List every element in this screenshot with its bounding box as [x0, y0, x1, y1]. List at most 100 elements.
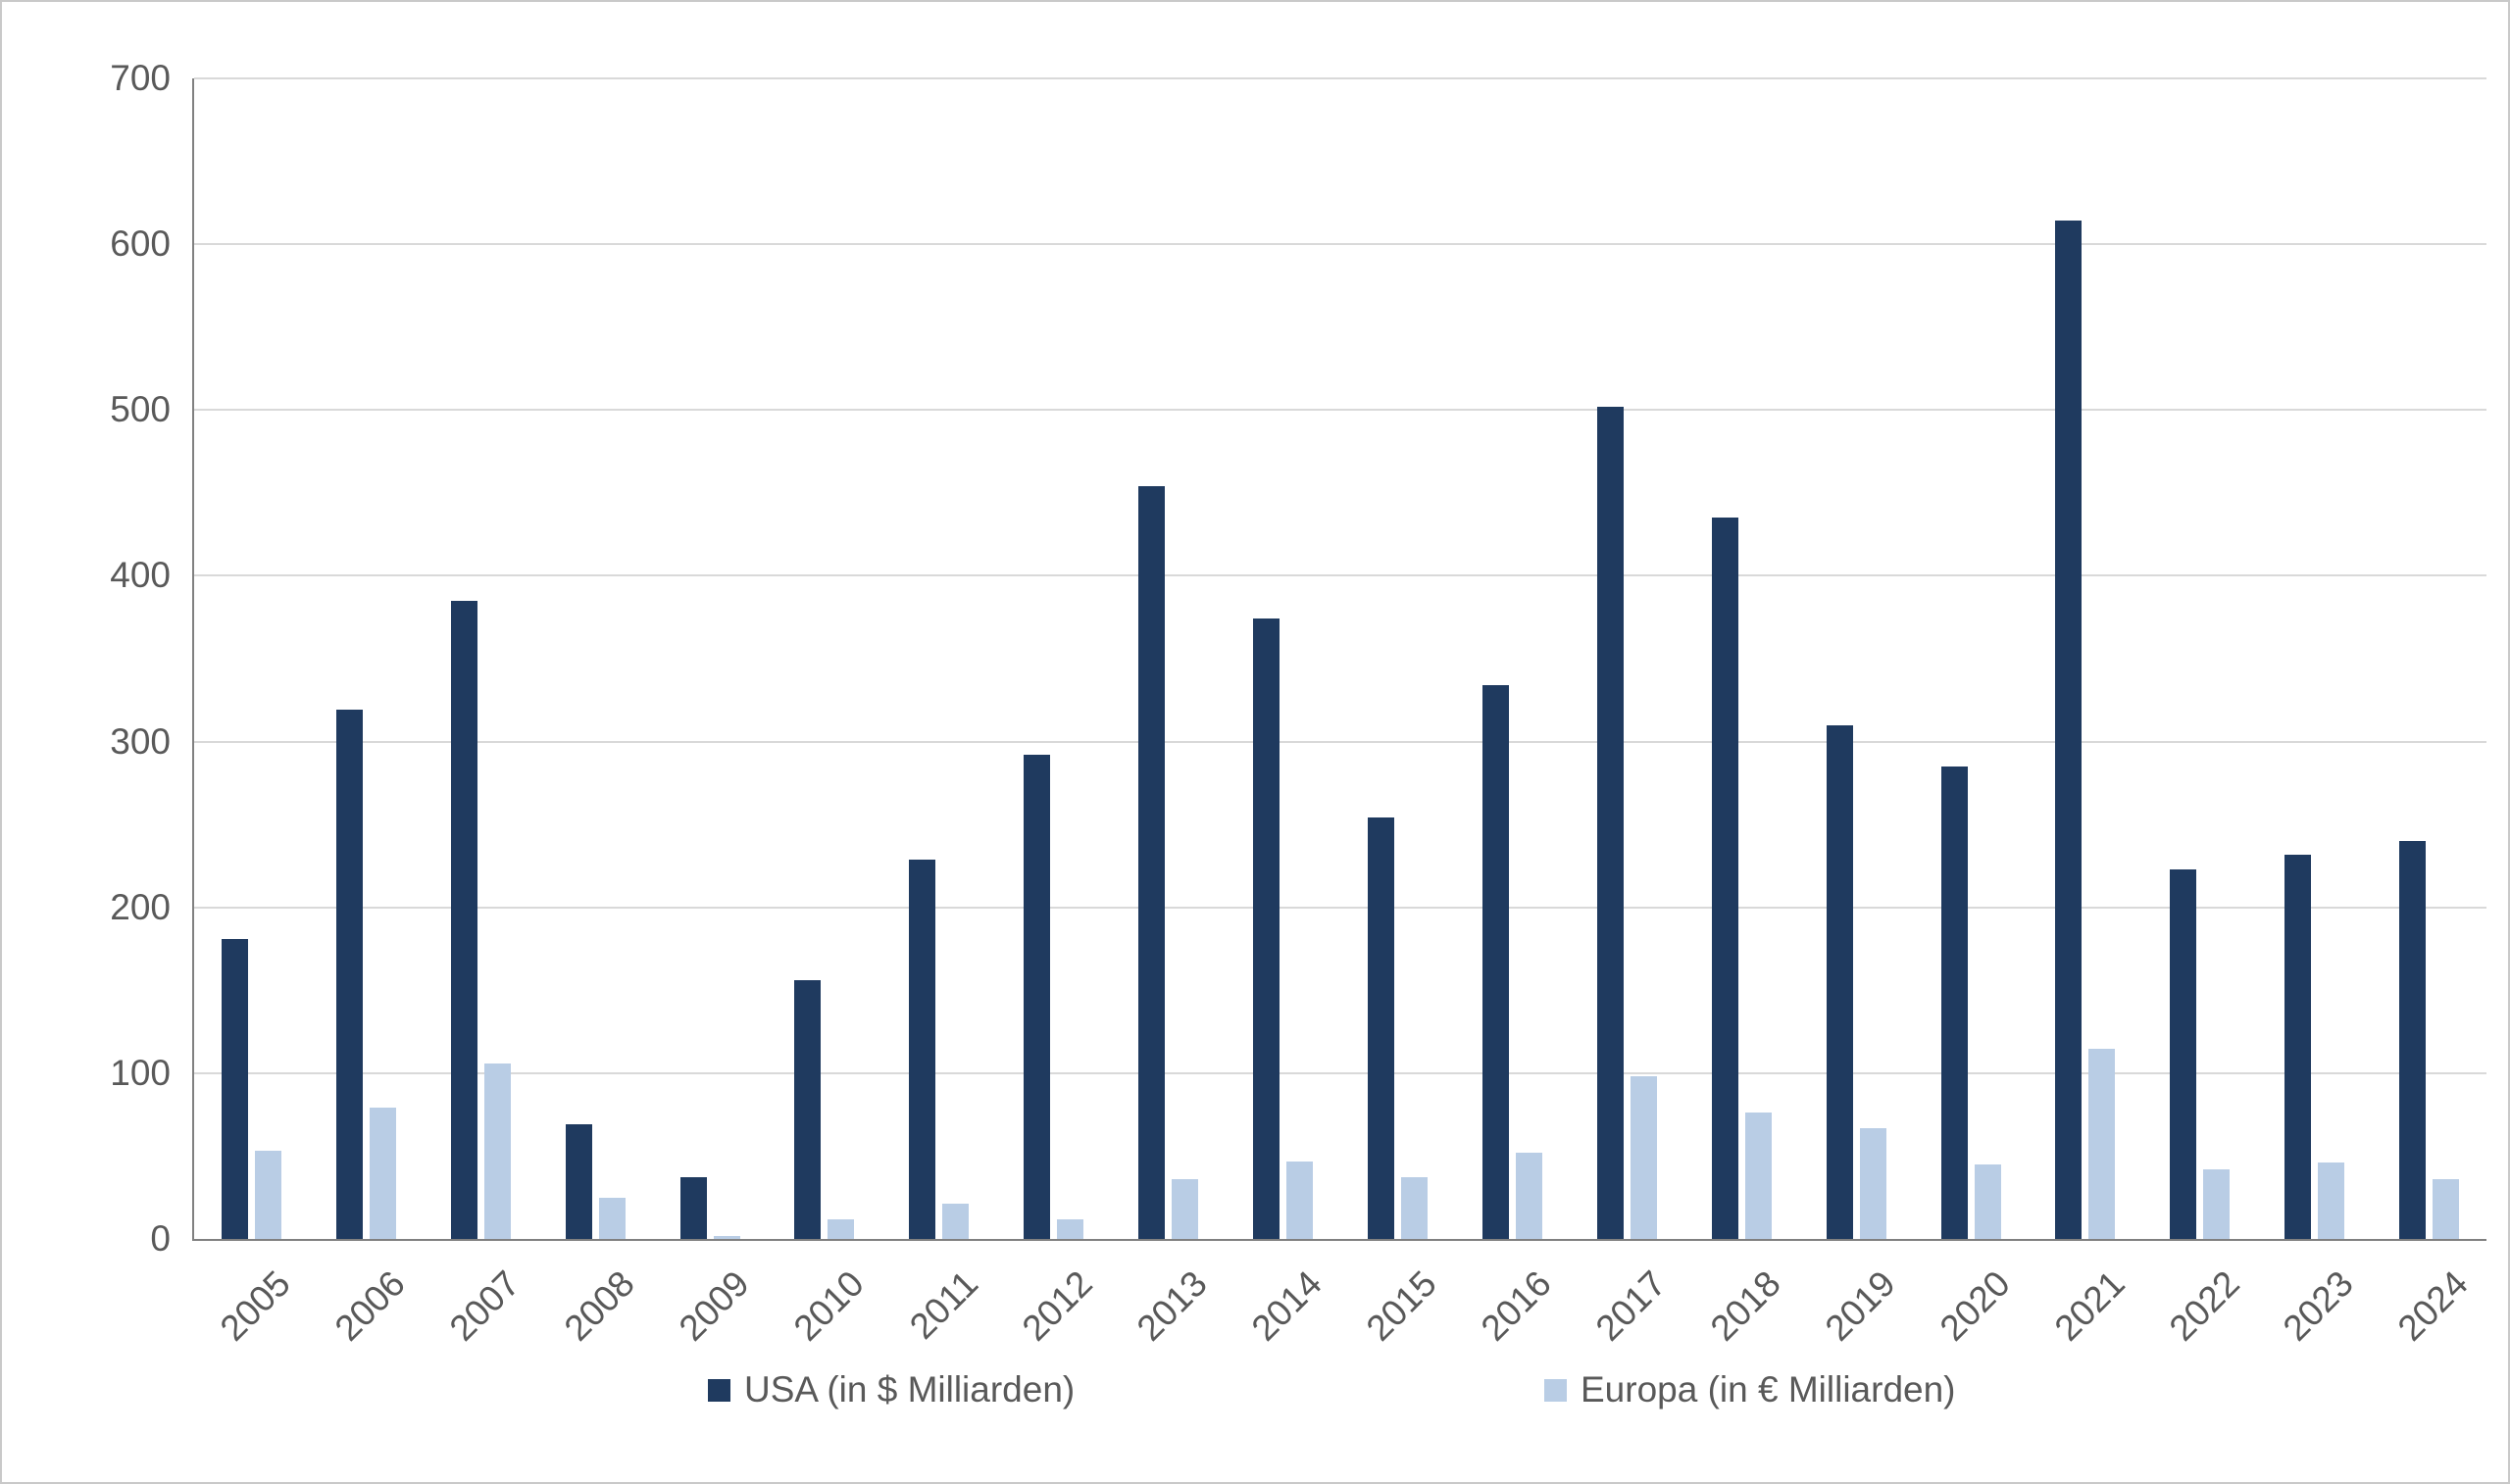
x-tick-label-2018: 2018	[1702, 1262, 1788, 1349]
y-axis-tick-labels: 0 100 200 300 400 500 600 700	[2, 2, 171, 1482]
x-tick-label-2013: 2013	[1130, 1262, 1216, 1349]
bar-group-2021: 2021	[2029, 78, 2143, 1349]
bar-group-2023: 2023	[2257, 78, 2372, 1349]
bar-europa-2009	[713, 1235, 740, 1239]
x-tick-label-2020: 2020	[1932, 1262, 2018, 1349]
bar-europa-2016	[1515, 1153, 1542, 1239]
bar-series-container: 2005 2006 2007 2008 2009 2010 2011 2012 2013 2014…	[194, 78, 2486, 1349]
chart-legend: USA (in $ Milliarden) Europa (in € Milli…	[2, 1370, 2508, 1419]
bar-europa-2011	[942, 1204, 970, 1239]
x-tick-label-2009: 2009	[671, 1262, 757, 1349]
y-tick-label-400: 400	[110, 555, 171, 596]
x-tick-label-2014: 2014	[1243, 1262, 1330, 1349]
legend-marker-europa-icon	[1544, 1378, 1567, 1402]
bar-usa-2023	[2284, 854, 2312, 1239]
bar-europa-2014	[1286, 1161, 1314, 1239]
x-tick-label-2016: 2016	[1473, 1262, 1559, 1349]
bar-group-2015: 2015	[1340, 78, 1455, 1349]
bar-usa-2005	[221, 938, 248, 1239]
bar-group-2011: 2011	[881, 78, 996, 1347]
bar-group-2022: 2022	[2142, 78, 2257, 1349]
y-tick-label-600: 600	[110, 223, 171, 265]
x-tick-label-2005: 2005	[212, 1262, 299, 1349]
x-tick-label-2010: 2010	[785, 1262, 872, 1349]
bar-usa-2020	[1940, 766, 1968, 1239]
gridline-400	[194, 574, 2486, 577]
bar-usa-2022	[2170, 868, 2197, 1239]
bar-europa-2018	[1744, 1113, 1772, 1239]
bar-group-2009: 2009	[653, 78, 768, 1349]
bar-usa-2024	[2399, 841, 2427, 1239]
bar-usa-2012	[1024, 755, 1051, 1239]
y-tick-label-300: 300	[110, 720, 171, 762]
plot-area: 2005 2006 2007 2008 2009 2010 2011 2012 2013 2014…	[192, 77, 2486, 1349]
bar-usa-2015	[1368, 817, 1395, 1239]
bar-group-2019: 2019	[1799, 78, 1914, 1349]
x-tick-label-2007: 2007	[441, 1262, 527, 1349]
bar-europa-2006	[369, 1108, 396, 1239]
bar-usa-2013	[1138, 486, 1166, 1239]
x-tick-label-2019: 2019	[1817, 1262, 1903, 1349]
bar-europa-2008	[598, 1197, 626, 1239]
x-tick-label-2011: 2011	[902, 1262, 986, 1347]
x-tick-label-2022: 2022	[2161, 1262, 2247, 1349]
bar-europa-2023	[2318, 1162, 2345, 1239]
bar-europa-2019	[1859, 1127, 1886, 1239]
legend-label-europa: Europa (in € Milliarden)	[1581, 1369, 1956, 1410]
bar-group-2014: 2014	[1226, 78, 1340, 1349]
legend-item-usa: USA (in $ Milliarden)	[708, 1370, 1075, 1410]
y-tick-label-200: 200	[110, 886, 171, 927]
legend-label-usa: USA (in $ Milliarden)	[744, 1369, 1076, 1410]
x-tick-label-2023: 2023	[2276, 1262, 2362, 1349]
legend-item-europa: Europa (in € Milliarden)	[1544, 1370, 1956, 1410]
y-tick-label-700: 700	[110, 58, 171, 98]
bar-group-2005: 2005	[194, 78, 309, 1349]
bar-europa-2022	[2203, 1168, 2231, 1239]
y-tick-label-500: 500	[110, 389, 171, 430]
y-tick-label-100: 100	[110, 1052, 171, 1093]
gridline-600	[194, 243, 2486, 246]
bar-europa-2012	[1057, 1218, 1084, 1239]
bar-usa-2010	[794, 980, 822, 1239]
x-tick-label-2015: 2015	[1358, 1262, 1445, 1349]
bar-group-2010: 2010	[768, 78, 882, 1349]
y-tick-label-0: 0	[150, 1218, 171, 1259]
bar-usa-2014	[1253, 618, 1280, 1239]
bar-group-2020: 2020	[1914, 78, 2029, 1349]
gridline-300	[194, 740, 2486, 743]
x-tick-label-2021: 2021	[2046, 1262, 2133, 1349]
gridline-700	[194, 77, 2486, 79]
bar-europa-2013	[1172, 1179, 1199, 1239]
bar-usa-2009	[679, 1177, 707, 1239]
bar-group-2024: 2024	[2372, 78, 2486, 1349]
x-tick-label-2012: 2012	[1015, 1262, 1101, 1349]
bar-europa-2007	[483, 1063, 511, 1239]
bar-usa-2008	[565, 1124, 592, 1239]
bar-europa-2020	[1974, 1163, 2001, 1239]
bar-usa-2011	[909, 859, 936, 1239]
bar-europa-2015	[1401, 1177, 1429, 1239]
bar-group-2007: 2007	[424, 78, 538, 1349]
bar-usa-2018	[1711, 518, 1738, 1239]
x-tick-label-2024: 2024	[2390, 1262, 2477, 1349]
bar-usa-2007	[450, 600, 477, 1239]
legend-marker-usa-icon	[708, 1378, 730, 1402]
bar-group-2006: 2006	[309, 78, 424, 1349]
bar-usa-2006	[335, 710, 363, 1239]
gridline-500	[194, 409, 2486, 412]
bar-group-2012: 2012	[996, 78, 1111, 1349]
bar-europa-2021	[2088, 1048, 2116, 1239]
bar-europa-2005	[254, 1151, 281, 1239]
bar-group-2008: 2008	[538, 78, 653, 1349]
bar-group-2018: 2018	[1684, 78, 1799, 1349]
gridline-200	[194, 906, 2486, 909]
bar-group-2013: 2013	[1111, 78, 1226, 1349]
bar-usa-2017	[1596, 406, 1624, 1239]
bar-europa-2017	[1630, 1076, 1657, 1239]
bar-group-2017: 2017	[1570, 78, 1684, 1349]
bar-usa-2019	[1826, 724, 1853, 1239]
bar-usa-2021	[2055, 221, 2083, 1239]
x-tick-label-2017: 2017	[1587, 1262, 1674, 1349]
bar-group-2016: 2016	[1455, 78, 1570, 1349]
